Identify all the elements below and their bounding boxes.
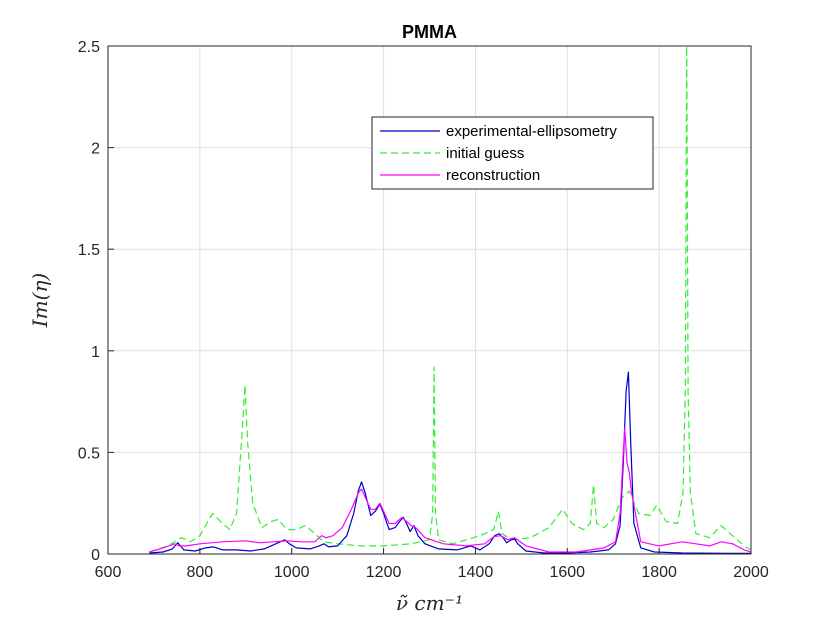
- legend-label-0: experimental-ellipsometry: [446, 123, 617, 140]
- y-tick-label: 2.5: [78, 39, 100, 56]
- x-tick-label: 2000: [733, 564, 769, 581]
- legend-label-2: reconstruction: [446, 167, 540, 184]
- y-tick-label: 2: [91, 141, 100, 158]
- series-line-2: [149, 427, 752, 553]
- series-line-1: [149, 45, 752, 553]
- legend-label-1: initial guess: [446, 145, 524, 162]
- axis-ticks: 600 800 1000 1200 1400 1600 1800 2000 0 0.5 1 1.5 2 2…: [78, 39, 769, 581]
- x-axis-label: ν̃ cm⁻¹: [396, 591, 463, 615]
- x-tick-label: 1400: [458, 564, 494, 581]
- x-tick-label: 1200: [366, 564, 402, 581]
- x-tick-label: 800: [187, 564, 214, 581]
- x-tick-label: 1600: [549, 564, 585, 581]
- y-axis-label: Im(η): [28, 273, 52, 328]
- chart-title: PMMA: [402, 22, 457, 42]
- series-layer: [149, 45, 752, 555]
- y-tick-label: 1.5: [78, 242, 100, 259]
- legend: experimental-ellipsometry initial guess re…: [371, 116, 654, 190]
- y-tick-label: 0: [91, 547, 100, 564]
- y-tick-label: 0.5: [78, 445, 100, 462]
- series-line-0: [149, 371, 751, 555]
- y-tick-label: 1: [91, 344, 100, 361]
- plot-frame: [107, 45, 752, 555]
- x-tick-label: 1000: [274, 564, 310, 581]
- x-tick-label: 1800: [641, 564, 677, 581]
- x-tick-label: 600: [95, 564, 122, 581]
